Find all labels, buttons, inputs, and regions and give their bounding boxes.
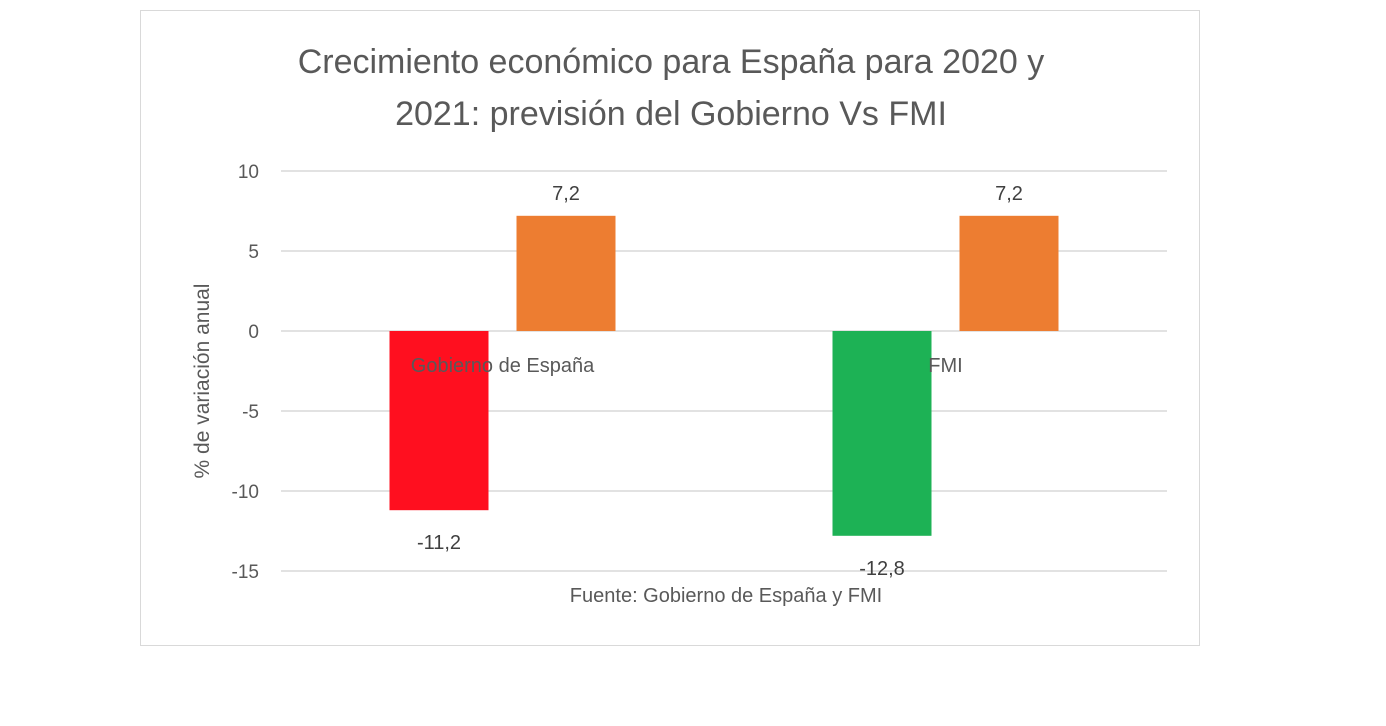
source-annotation: Fuente: Gobierno de España y FMI [570, 585, 882, 607]
data-label: -12,8 [859, 558, 905, 580]
bar-2020-1 [832, 331, 932, 536]
y-axis-ticks: 10 5 0 -5 -10 -15 [232, 162, 259, 583]
data-label: 7,2 [552, 183, 580, 205]
chart-title-line-2: 2021: previsión del Gobierno Vs FMI [395, 95, 947, 133]
bar-2020-0 [389, 331, 489, 511]
y-tick-label: 5 [248, 242, 259, 263]
bars [389, 215, 1059, 536]
y-tick-label: -10 [232, 482, 259, 503]
chart-svg: Crecimiento económico para España para 2… [191, 43, 1167, 607]
category-labels: Gobierno de España FMI [411, 355, 963, 377]
bar-2021-0 [516, 215, 616, 331]
category-label: FMI [928, 355, 962, 377]
y-tick-label: 10 [238, 162, 259, 183]
bar-2021-1 [959, 215, 1059, 331]
data-label: 7,2 [995, 183, 1023, 205]
y-axis-label: % de variación anual [191, 284, 214, 479]
y-tick-label: 0 [248, 322, 259, 343]
chart-frame: Crecimiento económico para España para 2… [140, 10, 1200, 646]
y-tick-label: -15 [232, 562, 259, 583]
data-label: -11,2 [417, 532, 461, 554]
category-label: Gobierno de España [411, 355, 595, 377]
chart-title-line-1: Crecimiento económico para España para 2… [298, 43, 1045, 81]
data-labels: -11,2 7,2 -12,8 7,2 [417, 183, 1023, 580]
y-tick-label: -5 [242, 402, 259, 423]
